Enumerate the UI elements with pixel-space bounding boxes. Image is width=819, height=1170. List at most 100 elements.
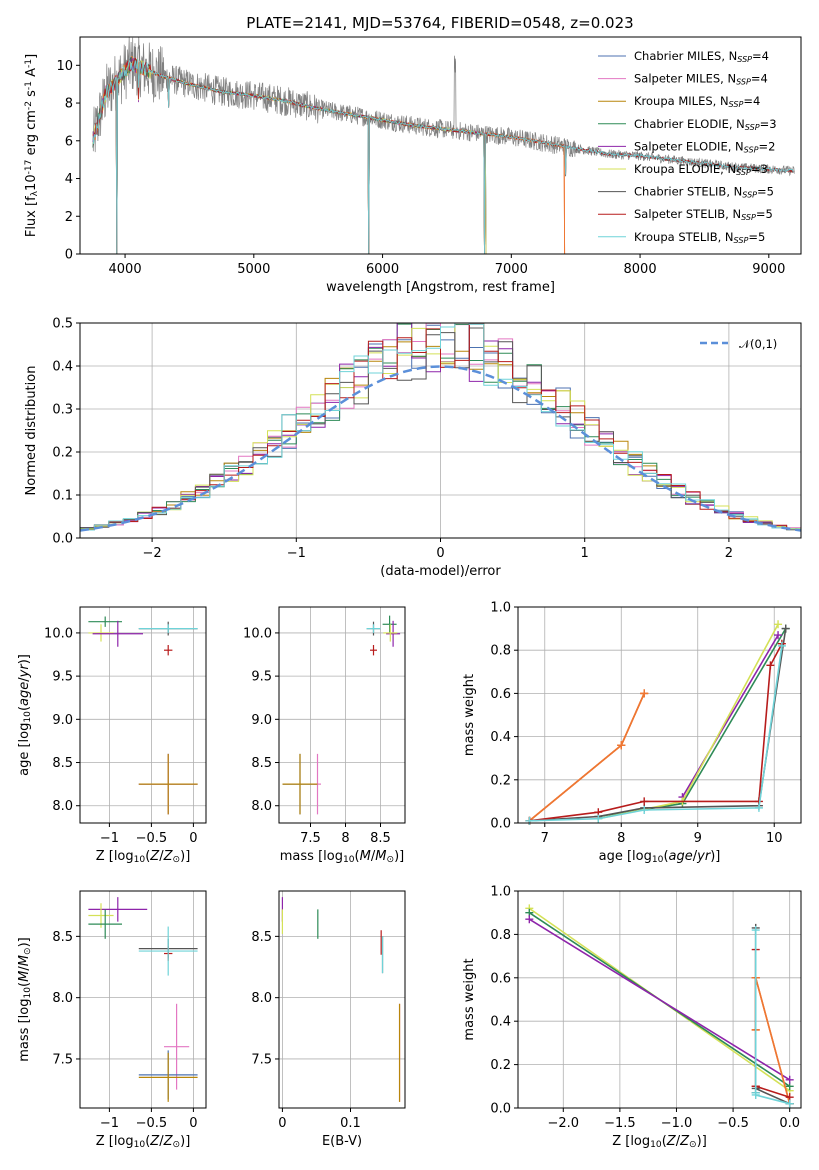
text-span: Kroupa MILES, N (634, 94, 729, 108)
text-span: 10 (343, 855, 355, 865)
text-span: Z (679, 1134, 690, 1149)
series-marker (640, 797, 649, 806)
series-line (529, 643, 783, 822)
text-span: 𝒩(0,1) (739, 337, 777, 351)
text-span: =5 (748, 230, 765, 244)
y-tick-label: 0.4 (52, 360, 73, 375)
text-span: λ (30, 190, 40, 196)
text-span: mass weight (462, 674, 477, 756)
text-span: SSP (734, 236, 749, 245)
x-tick-label: −1.5 (604, 1116, 636, 1131)
y-axis-label: mass [log10(M/M⊙)] (17, 937, 33, 1061)
y-tick-label: 0.2 (490, 773, 511, 788)
y-tick-label: 1.0 (490, 601, 511, 616)
y-tick-label: 6 (65, 134, 73, 149)
text-span: Chabrier STELIB, N (634, 185, 742, 199)
text-span: ⊙ (23, 947, 33, 955)
text-span: 10 (134, 1140, 146, 1150)
x-tick-label: −1 (100, 831, 119, 846)
residual-histograms (80, 323, 801, 538)
text-span: SSP (729, 100, 744, 109)
series-marker (781, 624, 790, 633)
text-span: ( (662, 1134, 667, 1149)
axes-frame (79, 606, 207, 824)
text-span: SSP (736, 78, 751, 87)
text-span: SSP (737, 55, 752, 64)
y-axis-label: mass weight (462, 674, 477, 756)
y-tick-label: 8 (65, 97, 73, 112)
errorbars-mass_vs_Z (88, 897, 198, 1102)
x-tick-label: −2.0 (547, 1116, 579, 1131)
legend-label: Chabrier MILES, NSSP=4 (634, 49, 769, 64)
series-marker (754, 803, 763, 812)
x-axis-label: Z [log10(Z/Z⊙)] (96, 1134, 191, 1150)
text-span: SSP (745, 123, 760, 132)
text-span: SSP (742, 191, 757, 200)
series-line (681, 634, 779, 798)
text-span: M (17, 971, 32, 982)
lines-massweight_vs_age (525, 620, 790, 825)
series-marker (785, 1099, 794, 1108)
x-axis-label: age [log10(age/yr)] (599, 849, 721, 865)
text-span: M (375, 849, 386, 864)
legend-residuals: 𝒩(0,1) (700, 337, 777, 351)
series-marker (751, 1090, 760, 1099)
y-tick-label: 7.5 (251, 1052, 272, 1067)
text-span: Chabrier ELODIE, N (634, 117, 745, 131)
text-span: age (669, 849, 693, 864)
text-span: )] (394, 849, 404, 864)
text-span: age [log (599, 849, 652, 864)
x-tick-label: 9000 (752, 262, 785, 277)
text-span: / (17, 677, 32, 682)
text-span: mass weight (462, 958, 477, 1040)
y-tick-label: 0.0 (490, 817, 511, 832)
text-span: / (17, 966, 32, 971)
y-tick-label: 0.1 (52, 489, 73, 504)
text-span: / (159, 1134, 164, 1149)
y-tick-label: 0.0 (52, 532, 73, 547)
y-tick-label: 10.0 (243, 626, 272, 641)
text-span: ] (24, 54, 39, 59)
x-tick-label: 7000 (495, 262, 528, 277)
text-span: =2 (758, 139, 775, 153)
errorbars-mass_vs_EBV (281, 897, 401, 1102)
x-tick-label: 0 (189, 1116, 197, 1131)
text-span: yr (17, 663, 32, 679)
text-span: yr (696, 849, 712, 864)
x-tick-label: 8 (341, 831, 349, 846)
y-tick-label: 10 (56, 59, 73, 74)
y-tick-label: 8.5 (251, 756, 272, 771)
x-axis-label: E(B-V) (322, 1134, 362, 1149)
text-span: ( (145, 1134, 150, 1149)
y-tick-label: 4 (65, 172, 73, 187)
text-span: ⊙ (386, 855, 394, 865)
x-tick-label: 0.1 (340, 1116, 361, 1131)
legend-label: Kroupa STELIB, NSSP=5 (634, 230, 765, 245)
x-axis-label: wavelength [Angstrom, rest frame] (326, 280, 555, 295)
y-tick-label: 0.8 (490, 644, 511, 659)
legend-label: Salpeter ELODIE, NSSP=2 (634, 139, 775, 154)
text-span: )] (710, 849, 720, 864)
axes-frame (79, 890, 207, 1109)
text-span: ( (17, 982, 32, 987)
text-span: / (159, 849, 164, 864)
text-span: ( (145, 849, 150, 864)
spectrum-lines (92, 37, 795, 254)
text-span: age (17, 682, 32, 706)
y-tick-label: 8.0 (52, 799, 73, 814)
frame-residuals: −2 −1 0 1 2 0.0 0.1 0.2 0.3 0.4 0.5 (data-model)/er… (24, 317, 802, 579)
text-span: -2 (24, 101, 34, 110)
text-span: =4 (743, 94, 760, 108)
y-tick-label: 0 (65, 248, 73, 263)
frame-age_vs_Z: −1 −0.5 08.08.59.09.510.0Z [log10(Z/Z⊙)]ag… (17, 606, 207, 865)
series-marker (640, 806, 649, 815)
text-span: ( (17, 706, 32, 711)
x-tick-label: 8.5 (370, 831, 391, 846)
text-span: E(B-V) (322, 1134, 362, 1149)
text-span: ( (663, 849, 668, 864)
series-marker (594, 814, 603, 823)
